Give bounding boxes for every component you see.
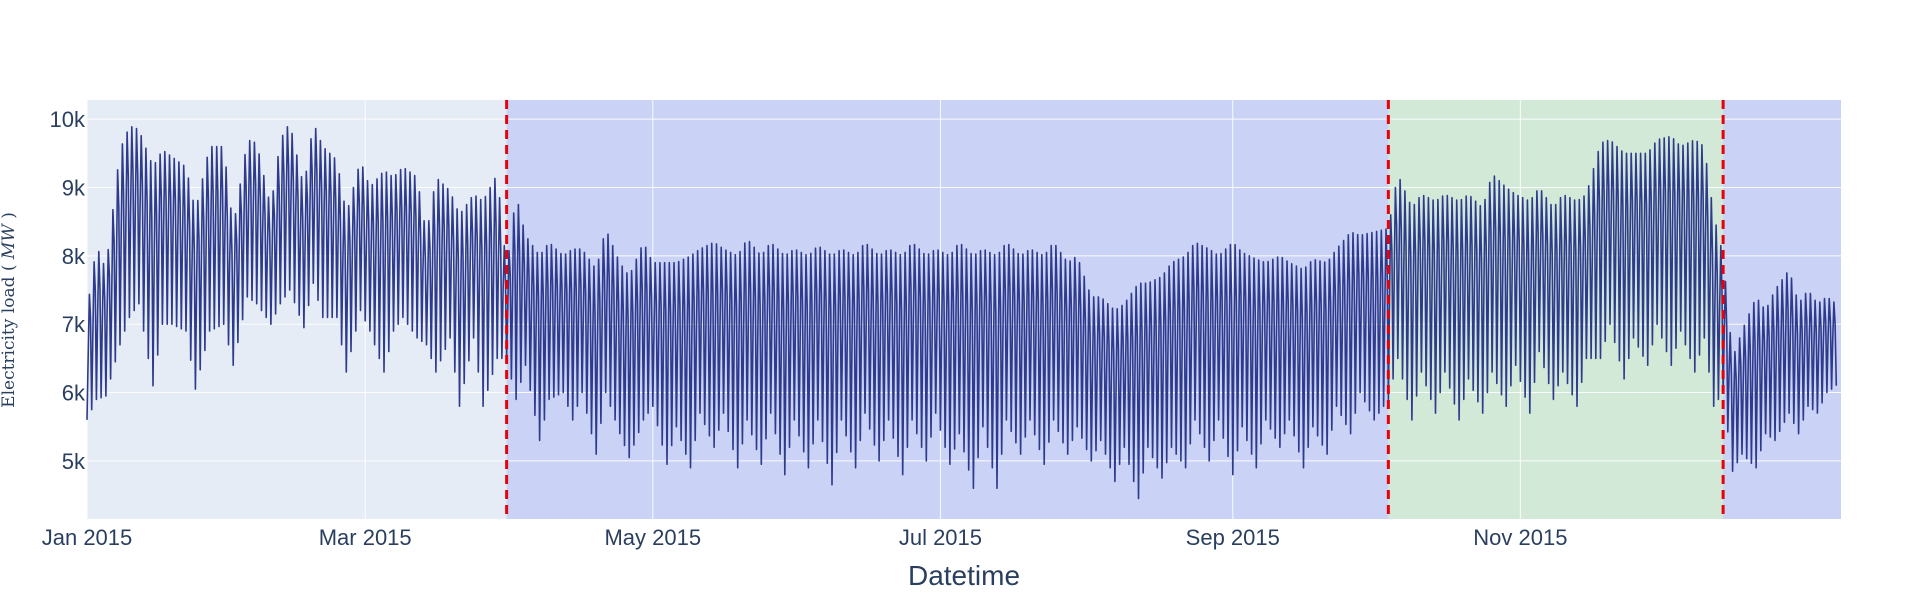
x-tick-label-mar-2015: Mar 2015 xyxy=(319,525,412,550)
series-layer xyxy=(86,126,1838,500)
y-axis-title-open-paren: ( xyxy=(0,264,19,271)
x-tick-label-jul-2015: Jul 2015 xyxy=(899,525,982,550)
y-tick-label-7k: 7k xyxy=(62,312,86,337)
y-tick-label-5k: 5k xyxy=(62,449,86,474)
x-tick-label-may-2015: May 2015 xyxy=(604,525,701,550)
vertical-lines xyxy=(505,100,1725,519)
y-tick-label-10k: 10k xyxy=(50,107,86,132)
x-tick-label-nov-2015: Nov 2015 xyxy=(1473,525,1567,550)
x-tick-label-jan-2015: Jan 2015 xyxy=(42,525,133,550)
x-tick-label-sep-2015: Sep 2015 xyxy=(1186,525,1280,550)
y-axis-title-main: Electricity load xyxy=(0,276,19,407)
series-line-1 xyxy=(86,126,1838,500)
y-axis-title: Electricity load ( MW ) xyxy=(0,212,19,408)
y-tick-label-6k: 6k xyxy=(62,381,86,406)
x-axis-title: Datetime xyxy=(908,560,1020,591)
y-tick-labels: 5k 6k 7k 8k 9k 10k xyxy=(50,107,86,474)
y-axis-title-unit: MW xyxy=(0,223,19,260)
y-tick-label-9k: 9k xyxy=(62,175,86,200)
x-tick-labels: Jan 2015 Mar 2015 May 2015 Jul 2015 Sep 2015… xyxy=(42,525,1568,550)
y-tick-label-8k: 8k xyxy=(62,244,86,269)
y-axis-title-close-paren: ) xyxy=(0,212,19,219)
